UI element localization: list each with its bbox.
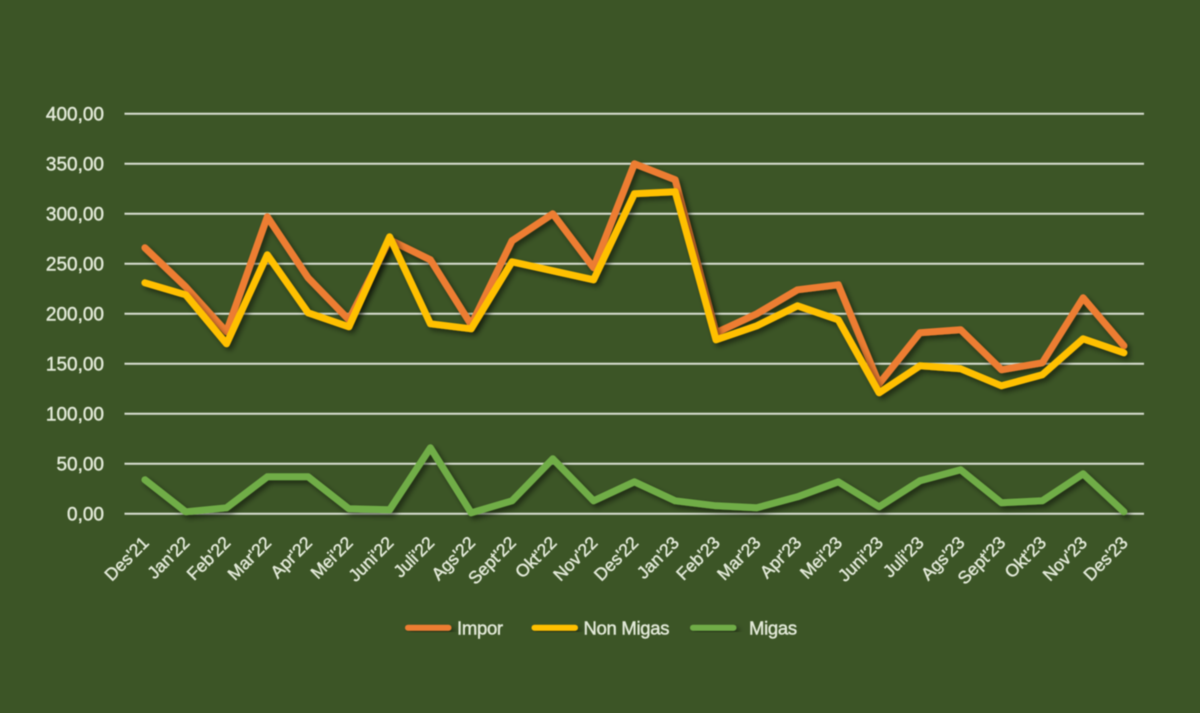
svg-text:200,00: 200,00 [46, 304, 104, 325]
svg-text:Impor: Impor [457, 617, 503, 638]
svg-text:50,00: 50,00 [56, 454, 104, 475]
svg-text:Non Migas: Non Migas [584, 617, 670, 638]
svg-text:250,00: 250,00 [46, 254, 104, 275]
svg-text:0,00: 0,00 [67, 504, 104, 525]
svg-text:100,00: 100,00 [46, 404, 104, 425]
svg-text:300,00: 300,00 [46, 204, 104, 225]
svg-text:350,00: 350,00 [46, 154, 104, 175]
svg-text:150,00: 150,00 [46, 354, 104, 375]
svg-text:400,00: 400,00 [46, 104, 104, 125]
svg-text:Migas: Migas [749, 617, 797, 638]
